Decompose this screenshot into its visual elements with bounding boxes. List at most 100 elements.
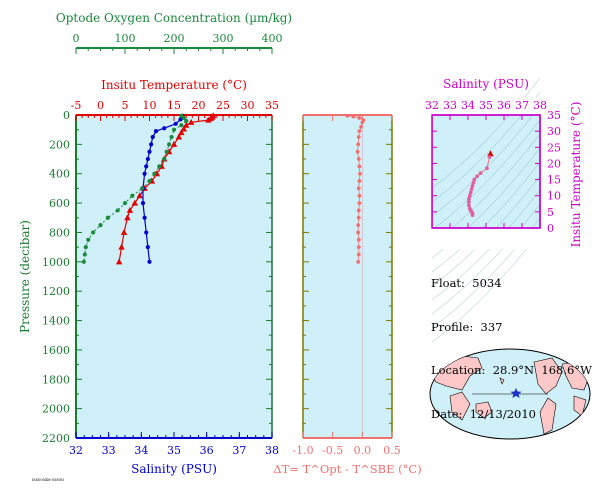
dt-point: [356, 237, 361, 242]
salinity-tick-label: 38: [265, 444, 279, 457]
oxygen-tick-label: 0: [73, 32, 80, 45]
date-row: Date: 12/13/2010: [431, 406, 536, 421]
dt-point: [351, 114, 356, 119]
ts-point: [467, 197, 471, 201]
oxygen-tick-label: 400: [262, 32, 283, 45]
ts-point: [467, 203, 471, 208]
oxygen-point: [147, 178, 152, 184]
salinity-point: [162, 126, 167, 131]
oxygen-axis-label: Optode Oxygen Concentration (µm/kg): [56, 11, 292, 25]
temperature-point: [180, 125, 187, 132]
ts-point: [470, 213, 475, 217]
ts-y-tick-label: 10: [547, 190, 561, 203]
temperature-point: [124, 214, 131, 221]
salinity-point: [142, 171, 147, 176]
temperature-tick-label: 10: [143, 99, 157, 112]
temperature-tick-label: 25: [216, 99, 230, 112]
dt-point: [356, 230, 361, 235]
ts-x-tick-label: 33: [443, 99, 457, 112]
ts-point: [478, 171, 483, 176]
ts-mask-bottom: [430, 229, 544, 249]
pressure-tick-label: 200: [49, 138, 70, 151]
dt-point: [356, 157, 361, 161]
salinity-point: [144, 230, 149, 235]
salinity-tick-label: 34: [134, 444, 148, 457]
salinity-tick-label: 37: [232, 444, 246, 457]
dt-tick-label: 0.5: [383, 444, 401, 457]
dt-point: [356, 142, 361, 147]
oxygen-point: [98, 223, 103, 228]
ts-point: [471, 180, 476, 185]
temperature-point: [170, 140, 178, 147]
ts-y-tick-label: 30: [547, 125, 561, 138]
temperature-point: [183, 121, 190, 128]
dt-point: [357, 193, 362, 198]
pressure-tick-label: 800: [49, 226, 70, 239]
pressure-tick-label: 1000: [42, 256, 70, 269]
temperature-tick-label: 20: [192, 99, 206, 112]
ts-y-tick-label: 0: [547, 222, 554, 235]
pressure-tick-label: 600: [49, 197, 70, 210]
temperature-tick-label: 15: [167, 99, 181, 112]
ts-point: [469, 187, 474, 192]
oxygen-point: [169, 134, 174, 140]
dt-point: [359, 124, 364, 129]
profile-row: Profile: 337: [431, 319, 503, 334]
oxygen-point: [184, 118, 189, 123]
pressure-tick-label: 1400: [42, 315, 70, 328]
ts-x-tick-label: 37: [515, 99, 529, 112]
dt-tick-label: -0.5: [322, 444, 343, 457]
temperature-point: [131, 199, 138, 206]
float-info-block: Float: 5034 Profile: 337 Location: 28.9°…: [431, 247, 592, 450]
profile-number: 337: [480, 319, 503, 334]
dt-point: [358, 171, 362, 176]
salinity-point: [142, 215, 147, 220]
location-value: 28.9°N 168.6°W: [492, 363, 592, 377]
dt-point: [356, 223, 361, 228]
temperature-tick-label: -5: [71, 99, 82, 112]
temperature-point: [120, 228, 128, 235]
oxygen-tick-label: 300: [213, 32, 234, 45]
oxygen-point: [152, 171, 157, 176]
dt-point: [356, 186, 361, 191]
ts-y-tick-label: 35: [547, 109, 561, 122]
ts-x-tick-label: 32: [425, 99, 439, 112]
ts-contour: [431, 77, 541, 189]
oxygen-tick-label: 100: [115, 32, 136, 45]
float-id: 5034: [472, 276, 502, 290]
salinity-point: [149, 142, 154, 147]
dt-point: [356, 245, 361, 250]
salinity-tick-label: 35: [167, 444, 181, 457]
oxygen-point: [157, 164, 162, 169]
oxygen-point: [179, 123, 184, 128]
pressure-axis-label: Pressure (decibar): [18, 220, 32, 333]
oxygen-point: [83, 245, 88, 250]
ts-point: [472, 177, 477, 182]
temperature-point: [175, 133, 183, 140]
dt-point: [357, 129, 362, 134]
salinity-tick-label: 33: [102, 444, 116, 457]
salinity-point: [147, 149, 152, 154]
ts-plot-area: [432, 115, 540, 228]
oxygen-point: [164, 149, 169, 154]
salinity-point: [173, 121, 178, 126]
ts-y-tick-label: 15: [547, 174, 561, 187]
footer-code: ISS0004M-05M05: [32, 478, 65, 482]
pressure-tick-label: 400: [49, 168, 70, 181]
oxygen-point: [140, 186, 145, 191]
ts-point: [485, 166, 489, 171]
ts-x-tick-label: 38: [533, 99, 547, 112]
oxygen-point: [171, 127, 177, 132]
temperature-tick-label: 5: [122, 99, 129, 112]
dt-point: [345, 113, 350, 118]
temperature-point: [126, 206, 134, 213]
salinity-point: [145, 245, 150, 250]
ts-mask-top: [430, 97, 544, 114]
salinity-point: [178, 117, 183, 122]
oxygen-point: [130, 193, 135, 198]
temperature-point: [187, 118, 195, 125]
ts-point: [467, 200, 471, 205]
ts-point: [475, 174, 479, 179]
dt-point: [357, 179, 362, 183]
